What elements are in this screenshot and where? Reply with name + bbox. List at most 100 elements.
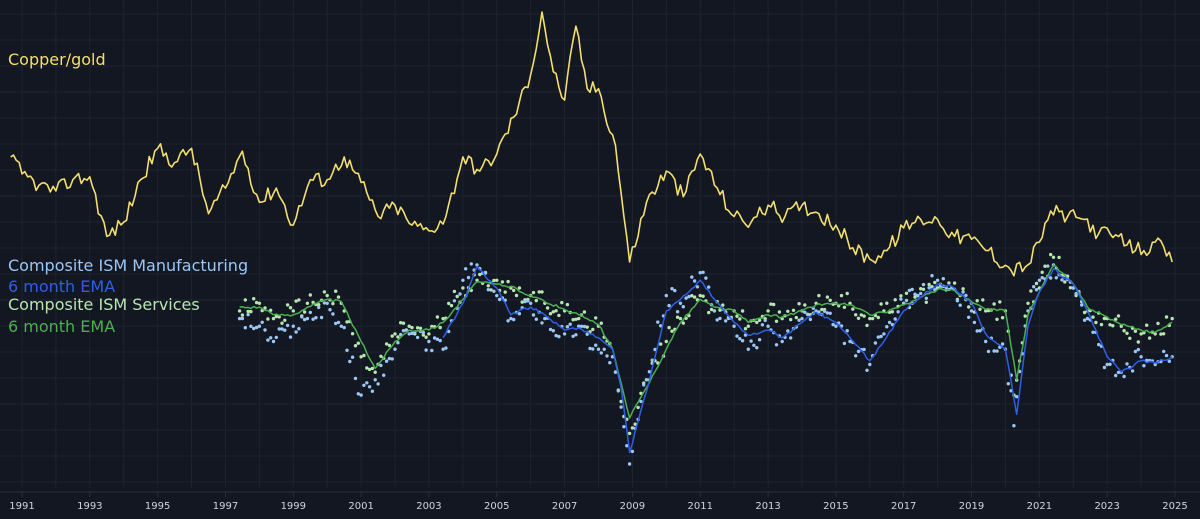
ism-services-point: [794, 315, 798, 320]
ism-manufacturing-point: [339, 324, 343, 328]
ism-manufacturing-point: [899, 297, 903, 301]
ism-services-point: [828, 298, 832, 302]
ism-services-point: [885, 301, 889, 305]
ism-services-point: [1125, 331, 1129, 335]
ism-services-point: [557, 313, 561, 318]
ism-services-point: [331, 301, 335, 306]
ism-services-point: [285, 303, 290, 307]
ism-services-point: [876, 315, 880, 320]
ism-manufacturing-point: [755, 346, 759, 350]
ism-services-point: [243, 298, 247, 302]
ism-manufacturing-point: [336, 320, 341, 325]
ism-services-point: [495, 278, 499, 282]
ism-manufacturing-point: [1136, 347, 1141, 352]
ism-services-point: [1040, 270, 1044, 274]
ism-manufacturing-point: [280, 327, 284, 331]
ism-manufacturing-point: [531, 313, 536, 317]
ism-manufacturing-point: [786, 329, 790, 333]
ism-services-point: [390, 334, 394, 338]
ism-manufacturing-point: [410, 331, 414, 336]
ism-manufacturing-point: [483, 270, 488, 275]
ism-manufacturing-point: [596, 347, 601, 351]
ism-services-point: [540, 290, 544, 294]
ism-services-point: [356, 341, 360, 345]
ism-services-point: [336, 295, 341, 299]
ism-services-point: [545, 306, 550, 310]
ism-services-point: [486, 284, 490, 288]
ism-services-point: [998, 300, 1002, 304]
ism-manufacturing-point: [551, 329, 555, 333]
ism-services-point: [854, 313, 858, 317]
ism-manufacturing-point: [958, 303, 962, 307]
ism-manufacturing-point: [565, 325, 570, 329]
ism-services-point: [252, 297, 256, 301]
ism-services-point: [1102, 316, 1107, 321]
ism-manufacturing-point: [356, 392, 360, 396]
ism-services-point: [294, 299, 298, 303]
ism-manufacturing-point: [803, 310, 807, 314]
ism-manufacturing-point: [613, 370, 618, 374]
ism-services-point: [757, 318, 762, 322]
ism-manufacturing-point: [421, 330, 425, 335]
ism-services-point: [921, 287, 926, 291]
ism-manufacturing-point: [594, 343, 598, 347]
ism-services-point: [548, 312, 553, 316]
ism-manufacturing-point: [266, 338, 270, 342]
ism-manufacturing-point: [415, 335, 420, 340]
x-tick-label: 2015: [823, 501, 848, 512]
ism-services-point: [283, 318, 287, 322]
ism-services-point: [277, 315, 281, 319]
ism-manufacturing-point: [441, 347, 445, 351]
ism-manufacturing-point: [1142, 364, 1146, 368]
ism-manufacturing-point: [588, 346, 592, 351]
ism-services-point: [1099, 322, 1104, 327]
ism-manufacturing-point: [362, 383, 366, 387]
ism-manufacturing-point: [752, 343, 756, 347]
ism-services-point: [427, 332, 431, 336]
ism-manufacturing-point: [582, 324, 587, 329]
ism-manufacturing-point: [517, 312, 522, 316]
ism-services-point: [438, 325, 442, 330]
ism-services-point: [534, 298, 538, 303]
ism-services-point: [1128, 336, 1132, 340]
ism-services-point: [447, 301, 451, 306]
ism-services-point: [359, 355, 363, 359]
ism-manufacturing-point: [644, 378, 649, 382]
ism-manufacturing-point: [876, 335, 880, 339]
ism-manufacturing-point: [972, 320, 977, 325]
x-tick-label: 1997: [213, 501, 238, 512]
ism-manufacturing-point: [978, 329, 982, 333]
x-tick-label: 2009: [620, 501, 645, 512]
ism-manufacturing-point: [659, 324, 663, 328]
ism-manufacturing-point: [486, 288, 490, 292]
ism-services-point: [777, 310, 782, 314]
ism-services-point: [842, 305, 847, 309]
ism-manufacturing-point: [921, 282, 926, 287]
ism-services-point: [709, 307, 714, 312]
ism-manufacturing-point: [1012, 424, 1016, 428]
ism-manufacturing-point: [342, 325, 346, 330]
ism-manufacturing-point: [526, 299, 530, 303]
ism-manufacturing-point: [885, 325, 889, 329]
ism-manufacturing-point: [506, 319, 510, 323]
ism-services-point: [1164, 315, 1169, 319]
ism-services-point: [967, 305, 971, 309]
ism-services-point: [1029, 289, 1033, 293]
ism-manufacturing-point: [817, 310, 821, 314]
ism-services-point: [517, 286, 522, 290]
ism-manufacturing-point: [913, 292, 917, 296]
ism-manufacturing-point: [345, 348, 349, 352]
ism-services-point: [421, 333, 425, 337]
ism-manufacturing-point: [919, 291, 923, 296]
ism-manufacturing-point: [969, 309, 974, 313]
ism-manufacturing-point: [865, 368, 869, 372]
ism-services-point: [1170, 316, 1174, 321]
ism-manufacturing-point: [831, 322, 835, 327]
ism-manufacturing-point: [311, 317, 315, 321]
ism-manufacturing-point: [548, 327, 553, 332]
ism-manufacturing-point: [879, 334, 883, 339]
ism-manufacturing-point: [353, 376, 358, 381]
ism-manufacturing-point: [639, 399, 643, 404]
ism-services-point: [856, 316, 861, 320]
ism-manufacturing-point: [935, 278, 940, 282]
